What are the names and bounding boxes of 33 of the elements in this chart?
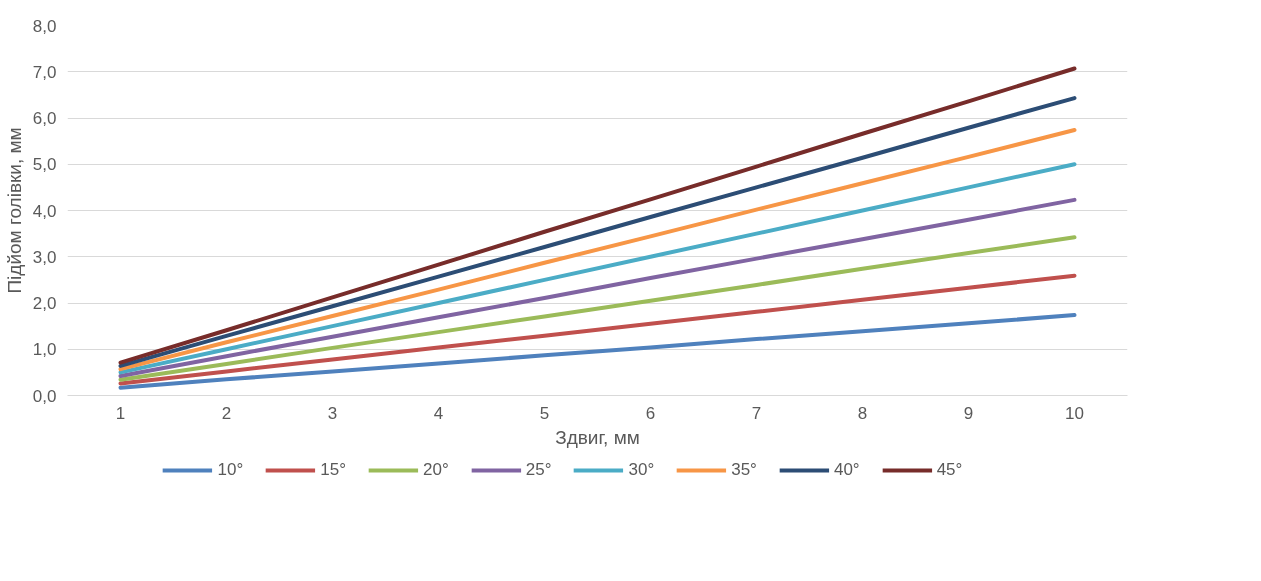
- line-series: [118, 273, 1077, 386]
- legend-label: 30°: [628, 460, 655, 480]
- y-tick-label: 4,0: [32, 201, 57, 221]
- line-series: [118, 197, 1077, 379]
- legend-label: 10°: [217, 460, 244, 480]
- x-tick-label: 9: [963, 403, 974, 423]
- y-tick-label: 5,0: [32, 155, 57, 175]
- y-tick-label: 7,0: [32, 62, 57, 82]
- x-tick-label: 5: [539, 403, 550, 423]
- y-axis-title: Підйом голівки, мм: [3, 127, 25, 294]
- line-series: [118, 235, 1077, 382]
- y-tick-label: 2,0: [32, 294, 57, 313]
- x-tick-label: 6: [645, 403, 656, 423]
- legend-label: 25°: [525, 460, 552, 480]
- legend-label: 15°: [320, 460, 347, 480]
- x-tick-label: 2: [221, 403, 232, 423]
- x-tick-label: 10: [1065, 403, 1084, 423]
- legend-label: 20°: [423, 460, 449, 480]
- legend-label: 40°: [833, 460, 860, 480]
- line-series: [118, 313, 1077, 390]
- x-tick-label: 3: [327, 403, 338, 423]
- y-tick-label: 0,0: [32, 386, 57, 406]
- legend-label: 45°: [936, 460, 963, 480]
- y-tick-label: 8,0: [32, 16, 57, 36]
- x-tick-label: 4: [433, 403, 444, 423]
- x-axis-title: Здвиг, мм: [555, 426, 640, 448]
- x-tick-label: 8: [857, 403, 868, 423]
- x-tick-label: 1: [115, 403, 126, 423]
- legend-label: 35°: [731, 460, 757, 480]
- y-tick-label: 1,0: [32, 340, 57, 360]
- x-tick-label: 7: [751, 403, 762, 423]
- y-tick-label: 3,0: [32, 247, 57, 267]
- y-tick-label: 6,0: [32, 109, 57, 128]
